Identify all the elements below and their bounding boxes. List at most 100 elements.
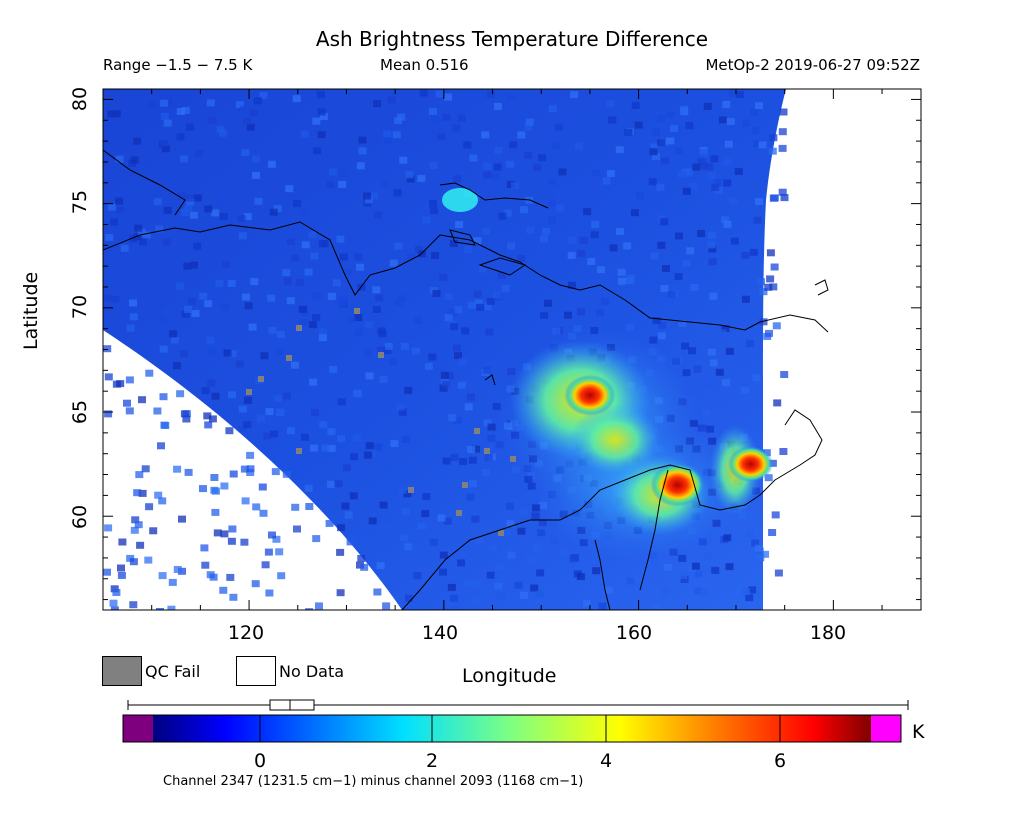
heatmap-cell: [680, 105, 689, 113]
heatmap-cell: [598, 602, 607, 610]
heatmap-cell: [207, 379, 216, 387]
heatmap-cell: [439, 273, 448, 281]
heatmap-cell: [310, 444, 318, 452]
heatmap-cell: [758, 141, 767, 149]
heatmap-cell: [347, 316, 356, 324]
heatmap-cell: [299, 319, 308, 326]
heatmap-cell: [746, 340, 755, 348]
heatmap-cell: [374, 443, 383, 451]
heatmap-cell: [449, 594, 458, 602]
heatmap-cell: [358, 147, 367, 155]
heatmap-cell: [699, 589, 708, 597]
heatmap-cell: [491, 173, 500, 181]
heatmap-cell: [476, 303, 485, 311]
heatmap-cell: [766, 275, 775, 283]
heatmap-cell: [229, 470, 238, 478]
hotspot-mark: [564, 374, 616, 416]
heatmap-cell: [482, 366, 491, 374]
heatmap-cell: [694, 587, 703, 595]
heatmap-cell: [764, 474, 773, 482]
heatmap-cell: [394, 117, 402, 125]
heatmap-cell: [768, 529, 777, 536]
heatmap-cell: [116, 380, 125, 388]
heatmap-cell: [429, 107, 437, 115]
heatmap-cell: [357, 554, 366, 562]
heatmap-cell: [554, 123, 563, 131]
heatmap-cell: [664, 563, 672, 571]
heatmap-cell: [439, 384, 448, 392]
heatmap-cell: [652, 603, 661, 610]
heatmap-cell: [721, 325, 730, 332]
colorbar-tick-label: 2: [425, 750, 439, 772]
heatmap-cell: [215, 280, 224, 287]
heatmap-cell: [370, 192, 379, 200]
heatmap-cell: [269, 208, 278, 216]
heatmap-cell: [193, 242, 202, 250]
heatmap-cell: [144, 556, 153, 564]
heatmap-cell: [405, 171, 414, 179]
heatmap-cell: [411, 347, 420, 355]
heatmap-cell: [773, 399, 782, 407]
heatmap-swath: [103, 89, 829, 610]
heatmap-cell: [186, 198, 195, 206]
heatmap-cell: [365, 321, 374, 329]
heatmap-cell: [238, 425, 247, 433]
heatmap-cell: [252, 503, 261, 511]
heatmap-cell: [768, 147, 777, 155]
heatmap-cell: [741, 295, 750, 303]
heatmap-cell: [161, 145, 170, 153]
heatmap-cell: [706, 380, 715, 388]
heatmap-cell: [652, 153, 660, 160]
heatmap-cell: [422, 493, 431, 501]
heatmap-cell: [440, 371, 449, 379]
colorbar-gradient: [153, 715, 871, 742]
heatmap-cell: [442, 113, 451, 121]
heatmap-cell: [657, 241, 666, 249]
heatmap-cell: [273, 394, 282, 402]
heatmap-cell: [658, 321, 667, 329]
heatmap-cell: [606, 99, 615, 107]
heatmap-cell: [211, 392, 220, 400]
heatmap-cell: [169, 330, 178, 338]
heatmap-cell: [769, 134, 778, 142]
heatmap-cell: [493, 163, 502, 171]
heatmap-cell: [187, 297, 196, 305]
heatmap-cell: [208, 415, 217, 423]
heatmap-cell: [158, 572, 167, 580]
heatmap-cell: [467, 446, 476, 453]
heatmap-cell: [270, 430, 279, 438]
distribution-boxplot: [127, 699, 909, 711]
heatmap-cell: [138, 489, 147, 497]
heatmap-cell: [185, 123, 194, 131]
heatmap-cell: [697, 424, 706, 432]
heatmap-cell: [398, 486, 407, 494]
heatmap-cell: [378, 330, 387, 338]
heatmap-cell: [526, 556, 535, 564]
heatmap-cell: [686, 247, 695, 255]
heatmap-cell: [780, 371, 789, 378]
x-tick-label: 160: [615, 622, 653, 644]
heatmap-cell: [738, 511, 747, 519]
heatmap-cell: [548, 177, 557, 185]
heatmap-cell: [398, 408, 407, 416]
heatmap-cell: [248, 323, 257, 331]
heatmap-cell: [301, 130, 309, 138]
heatmap-cell: [463, 141, 472, 149]
heatmap-cell: [120, 244, 129, 252]
heatmap-cell: [514, 581, 523, 589]
heatmap-cell: [241, 149, 250, 157]
heatmap-cell: [702, 409, 711, 417]
heatmap-cell: [337, 398, 346, 406]
colorbar-under: [123, 715, 153, 742]
colorbar-tick-label: 6: [773, 750, 787, 772]
heatmap-cell: [418, 250, 426, 258]
heatmap-cell: [609, 244, 618, 252]
heatmap-cell: [312, 292, 321, 300]
heatmap-cell: [537, 529, 546, 537]
heatmap-cell: [130, 526, 139, 534]
heatmap-cell: [550, 537, 559, 545]
heatmap-cell: [470, 596, 479, 604]
heatmap-cell: [474, 299, 483, 307]
heatmap-cell: [318, 334, 327, 342]
